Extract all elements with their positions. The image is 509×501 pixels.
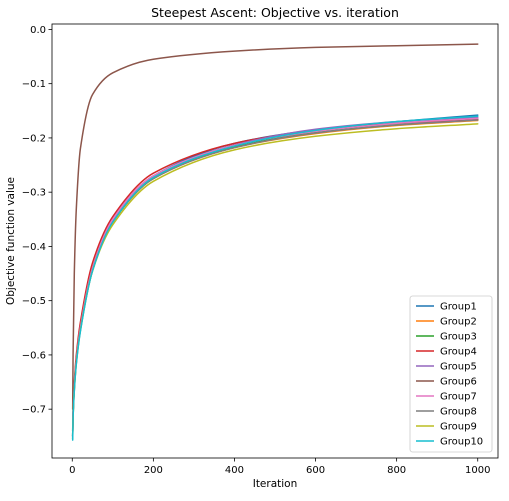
- x-tick-label: 600: [306, 465, 325, 476]
- y-tick-label: −0.3: [22, 188, 46, 199]
- legend-label: Group10: [440, 437, 483, 448]
- x-tick-label: 0: [69, 465, 75, 476]
- legend-label: Group1: [440, 302, 477, 313]
- legend: Group1 Group2 Group3 Group4 Group5 Group6 Grou…: [409, 295, 493, 453]
- x-tick-label: 800: [387, 465, 406, 476]
- legend-label: Group3: [440, 332, 477, 343]
- y-tick-label: −0.2: [22, 133, 46, 144]
- y-tick-label: −0.6: [22, 350, 46, 361]
- legend-label: Group7: [440, 392, 477, 403]
- plot-lines: [71, 43, 479, 441]
- legend-label: Group2: [440, 317, 477, 328]
- y-axis: 0.0 −0.1 −0.2 −0.3 −0.4 −0.5 −0.6 −0.7: [22, 25, 52, 416]
- legend-label: Group4: [440, 347, 477, 358]
- series-line-group6: [71, 43, 479, 410]
- x-axis: 0 200 400 600 800 1000: [69, 458, 490, 476]
- y-tick-label: −0.7: [22, 405, 46, 416]
- legend-box: [409, 295, 493, 453]
- y-tick-label: 0.0: [30, 25, 46, 36]
- series-line-group10: [71, 115, 479, 441]
- x-axis-label: Iteration: [253, 478, 298, 490]
- x-tick-label: 400: [225, 465, 244, 476]
- y-tick-label: −0.4: [22, 242, 46, 253]
- legend-label: Group9: [440, 422, 477, 433]
- x-tick-label: 1000: [465, 465, 490, 476]
- y-axis-label: Objective function value: [5, 177, 17, 305]
- legend-label: Group6: [440, 377, 477, 388]
- chart-title: Steepest Ascent: Objective vs. iteration: [151, 5, 399, 20]
- legend-label: Group5: [440, 362, 477, 373]
- legend-label: Group8: [440, 407, 477, 418]
- y-tick-label: −0.5: [22, 296, 46, 307]
- x-tick-label: 200: [144, 465, 163, 476]
- plot-frame: [51, 23, 499, 459]
- y-tick-label: −0.1: [22, 79, 46, 90]
